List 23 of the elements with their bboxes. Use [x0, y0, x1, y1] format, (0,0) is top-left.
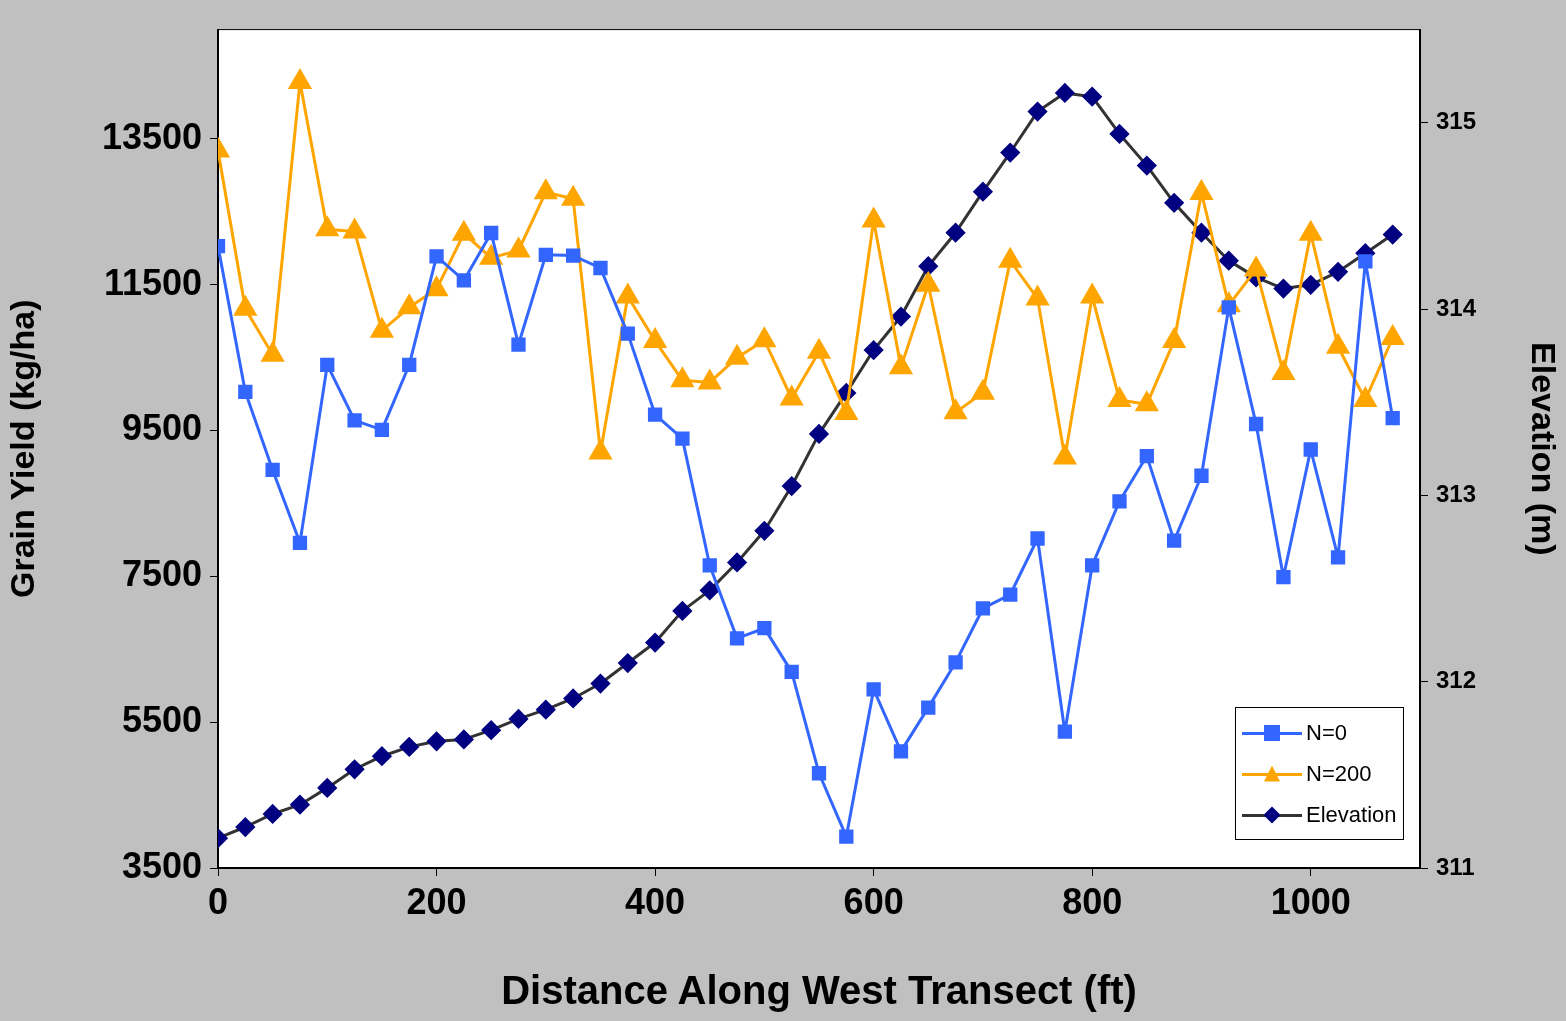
y-tick-label: 7500	[121, 553, 202, 595]
y2-axis-title: Elevation (m)	[1525, 342, 1564, 556]
x-tick-label: 1000	[1270, 880, 1351, 922]
x-tick-label: 0	[207, 880, 229, 922]
y-tick-label: 11500	[103, 261, 202, 303]
y2-tick-label: 315	[1436, 107, 1477, 135]
y2-tick-label: 311	[1436, 852, 1475, 880]
legend-label: N=200	[1306, 760, 1372, 787]
y-tick-label: 5500	[121, 699, 202, 741]
y2-tick-label: 312	[1436, 666, 1477, 694]
y-tick-label: 13500	[101, 115, 202, 157]
y-tick-label: 3500	[121, 844, 202, 886]
x-tick-label: 400	[625, 880, 686, 922]
x-axis-title: Distance Along West Transect (ft)	[501, 968, 1137, 1013]
legend-label: Elevation	[1306, 801, 1397, 828]
x-tick-label: 600	[843, 880, 904, 922]
x-tick-label: 800	[1062, 880, 1123, 922]
x-tick-label: 200	[406, 880, 467, 922]
y-tick-label: 9500	[121, 407, 202, 449]
y-axis-title: Grain Yield (kg/ha)	[2, 299, 41, 599]
legend-label: N=0	[1306, 719, 1347, 746]
y2-tick-label: 314	[1436, 293, 1477, 321]
y2-tick-label: 313	[1436, 480, 1477, 507]
